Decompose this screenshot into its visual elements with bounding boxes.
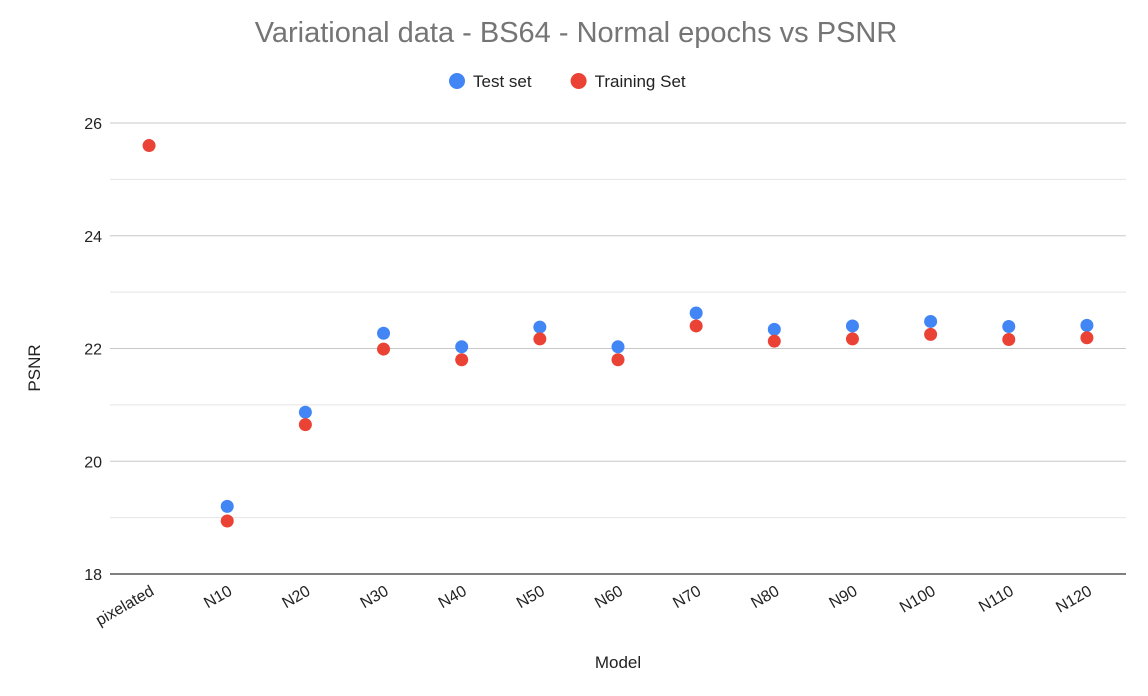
data-point bbox=[845, 319, 859, 333]
data-point bbox=[377, 342, 391, 356]
x-tick-label: N30 bbox=[358, 583, 392, 612]
y-axis-ticks: 18 20 22 24 26 bbox=[84, 116, 102, 584]
gridlines bbox=[110, 122, 1126, 575]
data-point bbox=[220, 499, 234, 513]
x-tick-label: N10 bbox=[201, 583, 235, 612]
data-point bbox=[455, 353, 469, 367]
data-point bbox=[298, 418, 312, 432]
x-tick-label: N110 bbox=[976, 583, 1017, 616]
x-tick-label: N60 bbox=[592, 583, 626, 612]
legend-marker bbox=[570, 73, 587, 89]
data-point bbox=[142, 139, 156, 153]
data-points bbox=[142, 139, 1094, 528]
x-tick-label: N50 bbox=[514, 583, 548, 612]
x-tick-label: N120 bbox=[1053, 583, 1095, 617]
x-axis-label: Model bbox=[595, 653, 641, 672]
data-point bbox=[611, 340, 625, 354]
data-point bbox=[1080, 318, 1094, 332]
data-point bbox=[611, 353, 625, 367]
data-point bbox=[924, 327, 938, 341]
x-tick-label: N70 bbox=[670, 583, 704, 612]
data-point bbox=[689, 319, 703, 333]
data-point bbox=[1002, 320, 1016, 334]
legend-label: Training Set bbox=[595, 72, 686, 91]
x-tick-label: N90 bbox=[827, 583, 861, 612]
data-point bbox=[1002, 332, 1016, 346]
y-tick-label: 24 bbox=[84, 229, 102, 246]
x-tick-label: N20 bbox=[279, 583, 313, 612]
data-point bbox=[845, 332, 859, 346]
y-tick-label: 22 bbox=[84, 342, 102, 359]
data-point bbox=[533, 332, 547, 346]
chart-title: Variational data - BS64 - Normal epochs … bbox=[255, 17, 898, 49]
data-point bbox=[220, 514, 234, 528]
data-point bbox=[377, 326, 391, 340]
data-point bbox=[924, 314, 938, 328]
x-tick-label: N40 bbox=[436, 583, 470, 612]
data-point bbox=[767, 334, 781, 348]
data-point bbox=[689, 306, 703, 320]
legend-label: Test set bbox=[473, 72, 532, 91]
legend: Test set Training Set bbox=[449, 72, 686, 91]
y-axis-label: PSNR bbox=[25, 344, 44, 391]
y-tick-label: 20 bbox=[84, 454, 102, 471]
data-point bbox=[455, 340, 469, 354]
y-tick-label: 26 bbox=[84, 116, 102, 133]
legend-marker bbox=[449, 73, 465, 89]
data-point bbox=[533, 320, 547, 334]
data-point bbox=[1080, 331, 1094, 345]
data-point bbox=[767, 322, 781, 336]
x-tick-label: pixelated bbox=[93, 583, 157, 630]
x-tick-label: N80 bbox=[748, 583, 782, 612]
y-tick-label: 18 bbox=[84, 567, 102, 584]
x-tick-label: N100 bbox=[897, 583, 939, 617]
x-axis-ticks: pixelated N10 N20 N30 N40 N50 N60 N70 N80 N90 N100… bbox=[93, 583, 1095, 630]
data-point bbox=[298, 405, 312, 419]
